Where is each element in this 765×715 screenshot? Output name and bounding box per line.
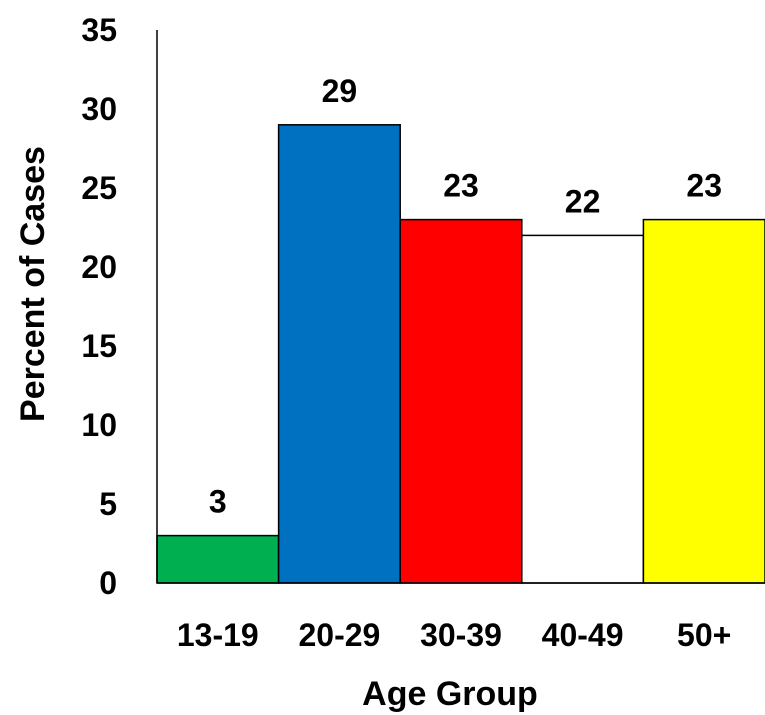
bar — [642, 218, 765, 584]
x-tick-label: 50+ — [677, 617, 731, 653]
data-label: 23 — [443, 168, 479, 204]
x-axis-title: Age Group — [362, 675, 538, 713]
data-label: 29 — [322, 73, 358, 109]
y-tick-label: 15 — [81, 328, 117, 364]
x-tick-label: 20-29 — [298, 617, 380, 653]
x-axis-categories: 13-19 20-29 30-39 40-49 50+ — [177, 617, 731, 653]
y-tick-label: 30 — [81, 91, 117, 127]
y-axis-title: Percent of Cases — [14, 146, 52, 422]
x-tick-label: 40-49 — [542, 617, 624, 653]
y-axis-ticks: 0 5 10 15 20 25 30 35 — [81, 12, 117, 601]
x-tick-label: 13-19 — [177, 617, 259, 653]
y-tick-label: 5 — [99, 486, 117, 522]
y-tick-label: 35 — [81, 12, 117, 48]
y-tick-label: 25 — [81, 170, 117, 206]
bar — [521, 234, 645, 584]
bar — [156, 534, 280, 584]
bars — [156, 124, 765, 584]
data-label: 22 — [565, 183, 601, 219]
y-tick-label: 10 — [81, 407, 117, 443]
data-label: 23 — [686, 168, 722, 204]
bar — [277, 124, 401, 584]
bar — [399, 218, 523, 584]
y-tick-label: 0 — [99, 565, 117, 601]
x-tick-label: 30-39 — [420, 617, 502, 653]
data-labels: 3 29 23 22 23 — [209, 73, 722, 520]
data-label: 3 — [209, 484, 227, 520]
y-tick-label: 20 — [81, 249, 117, 285]
